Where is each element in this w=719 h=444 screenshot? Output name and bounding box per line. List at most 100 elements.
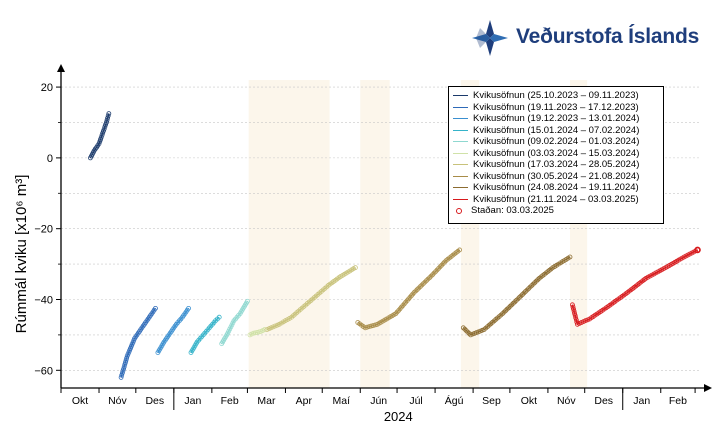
y-tick-label: −40 bbox=[34, 294, 53, 306]
series-point-1 bbox=[124, 355, 129, 361]
series-point-1 bbox=[118, 374, 124, 380]
status-marker bbox=[694, 246, 701, 254]
series-point-7 bbox=[414, 287, 420, 292]
x-tick-label: Apr bbox=[296, 395, 313, 407]
x-tick-label: Jan bbox=[184, 395, 201, 407]
series-point-8 bbox=[515, 296, 521, 302]
series-point-8 bbox=[463, 328, 469, 334]
legend-label: Kvikusöfnun (24.08.2024 – 19.11.2024) bbox=[473, 182, 639, 194]
series-point-7 bbox=[422, 279, 428, 285]
series-line-0 bbox=[89, 113, 110, 159]
brand-star-icon bbox=[472, 20, 508, 56]
x-tick-label: Mar bbox=[257, 395, 276, 407]
series-point-7 bbox=[372, 322, 378, 328]
series-point-0 bbox=[103, 122, 108, 127]
legend-item: Kvikusöfnun (24.08.2024 – 19.11.2024) bbox=[453, 182, 659, 194]
x-tick-label: Feb bbox=[669, 395, 687, 407]
series-point-3 bbox=[216, 314, 222, 320]
series-point-9 bbox=[574, 319, 580, 325]
series-point-7 bbox=[442, 259, 448, 265]
series-point-8 bbox=[460, 325, 466, 331]
series-point-0 bbox=[101, 126, 107, 132]
series-point-7 bbox=[364, 324, 370, 330]
y-tick-label: −60 bbox=[34, 365, 53, 377]
series-point-8 bbox=[503, 308, 509, 314]
y-axis-label: Rúmmál kviku [x10⁶ m³] bbox=[13, 175, 30, 334]
legend-label: Kvikusöfnun (17.03.2024 – 28.05.2024) bbox=[473, 159, 640, 171]
series-point-8 bbox=[520, 292, 525, 297]
legend-label: Kvikusöfnun (25.10.2023 – 09.11.2023) bbox=[473, 90, 639, 102]
legend-item: Kvikusöfnun (15.01.2024 – 07.02.2024) bbox=[453, 125, 659, 137]
series-point-9 bbox=[573, 317, 579, 323]
x-tick-label: Ágú bbox=[445, 394, 464, 407]
shaded-period-1 bbox=[360, 80, 390, 388]
series-point-9 bbox=[572, 311, 577, 316]
series-point-0 bbox=[99, 132, 105, 138]
series-point-6 bbox=[352, 265, 358, 271]
series-point-1 bbox=[153, 305, 158, 311]
series-point-8 bbox=[465, 329, 471, 335]
series-point-1 bbox=[120, 368, 126, 374]
legend-swatch bbox=[453, 164, 468, 166]
x-tick-label: Okt bbox=[521, 395, 537, 407]
legend-swatch bbox=[453, 129, 468, 131]
series-point-8 bbox=[535, 277, 541, 283]
legend-label: Staðan: 03.03.2025 bbox=[471, 205, 554, 217]
series-point-1 bbox=[123, 357, 129, 363]
chart-legend: Kvikusöfnun (25.10.2023 – 09.11.2023) Kvi… bbox=[448, 86, 664, 224]
legend-item: Kvikusöfnun (09.02.2024 – 01.03.2024) bbox=[453, 136, 659, 148]
series-point-9 bbox=[572, 313, 578, 319]
y-tick-label: −20 bbox=[34, 224, 53, 236]
series-point-1 bbox=[119, 372, 125, 378]
legend-swatch bbox=[453, 106, 468, 108]
series-point-7 bbox=[413, 288, 419, 294]
series-point-9 bbox=[583, 318, 588, 324]
series-point-7 bbox=[424, 278, 429, 284]
series-point-0 bbox=[98, 137, 103, 142]
x-tick-label: Sep bbox=[482, 395, 501, 407]
series-point-0 bbox=[105, 113, 111, 119]
series-point-7 bbox=[437, 264, 443, 270]
x-tick-label: Des bbox=[145, 395, 164, 407]
legend-label: Kvikusöfnun (19.12.2023 – 13.01.2024) bbox=[473, 113, 640, 125]
series-point-9 bbox=[570, 304, 576, 310]
legend-label: Kvikusöfnun (15.01.2024 – 07.02.2024) bbox=[473, 124, 640, 136]
series-point-7 bbox=[370, 323, 376, 328]
series-point-1 bbox=[122, 362, 128, 368]
legend-swatch bbox=[453, 118, 468, 120]
legend-swatch bbox=[453, 141, 468, 143]
series-point-9 bbox=[570, 302, 575, 308]
legend-swatch bbox=[453, 152, 468, 154]
series-point-4 bbox=[245, 298, 250, 304]
legend-marker bbox=[456, 207, 462, 214]
series-point-1 bbox=[123, 360, 128, 365]
series-point-7 bbox=[457, 247, 463, 253]
series-point-8 bbox=[507, 303, 513, 309]
series-point-1 bbox=[121, 366, 126, 372]
legend-item-status: Staðan: 03.03.2025 bbox=[453, 205, 659, 217]
y-tick-label: 20 bbox=[41, 82, 53, 94]
series-point-8 bbox=[524, 287, 530, 293]
series-point-0 bbox=[101, 128, 106, 134]
series-point-8 bbox=[506, 305, 512, 311]
series-point-0 bbox=[104, 117, 110, 123]
x-year-label: 2024 bbox=[384, 409, 413, 424]
series-point-7 bbox=[362, 325, 368, 331]
series-point-9 bbox=[571, 306, 576, 312]
x-axis-arrow bbox=[704, 384, 712, 392]
x-tick-label: Nóv bbox=[108, 395, 127, 407]
x-tick-label: Des bbox=[594, 395, 613, 407]
legend-swatch bbox=[453, 187, 468, 189]
series-point-1 bbox=[121, 364, 127, 370]
series-point-0 bbox=[106, 111, 112, 117]
legend-item: Kvikusöfnun (30.05.2024 – 21.08.2024) bbox=[453, 171, 659, 183]
series-point-0 bbox=[100, 130, 106, 136]
series-point-8 bbox=[462, 326, 468, 332]
series-point-0 bbox=[105, 115, 110, 121]
brand-logo: Veðurstofa Íslands bbox=[470, 18, 700, 62]
x-tick-label: Jan bbox=[633, 395, 650, 407]
series-point-8 bbox=[517, 294, 522, 300]
x-tick-label: Nóv bbox=[557, 395, 576, 407]
series-point-8 bbox=[521, 290, 527, 296]
legend-label: Kvikusöfnun (21.11.2024 – 03.03.2025) bbox=[473, 193, 639, 205]
